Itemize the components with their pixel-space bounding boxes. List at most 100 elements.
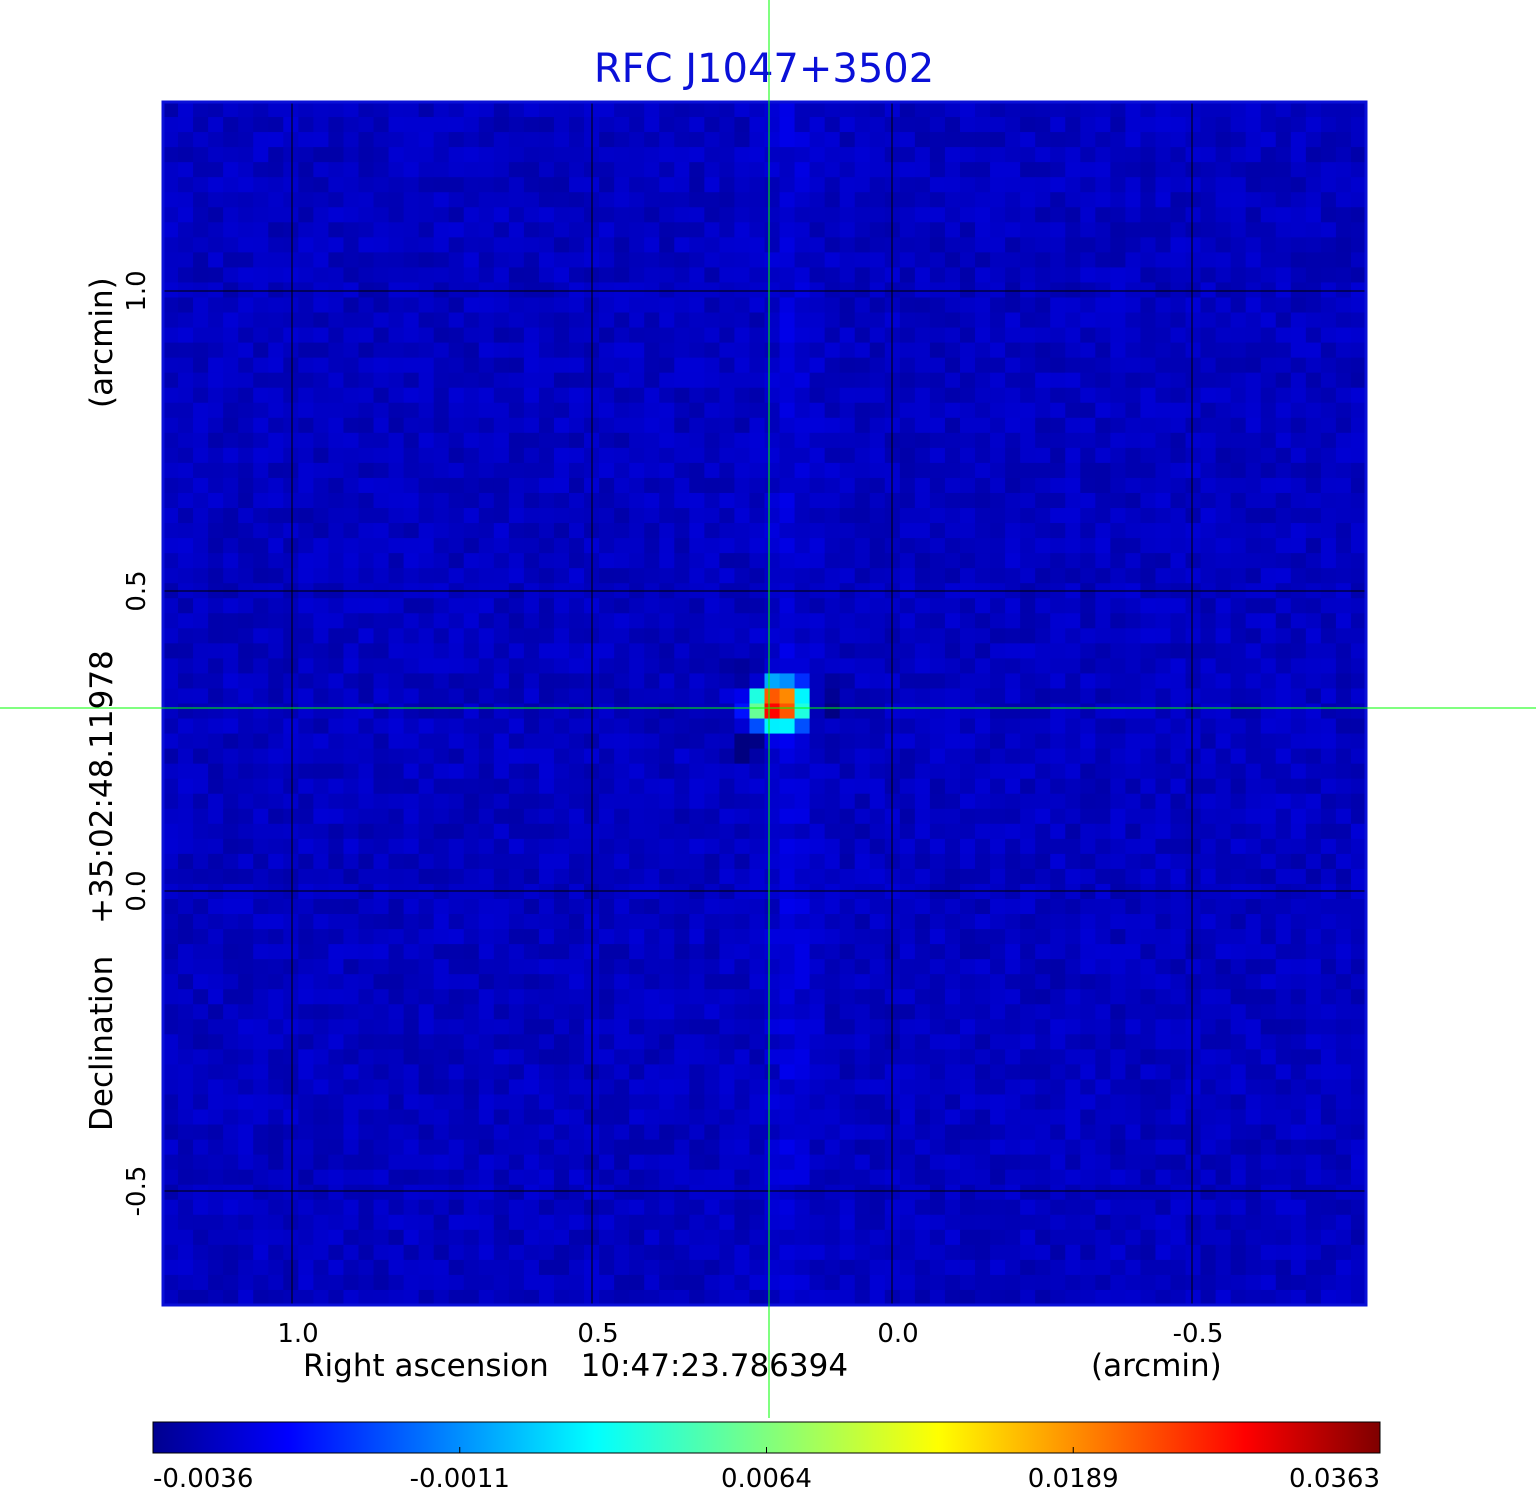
- image-pixel: [1215, 553, 1232, 569]
- image-pixel: [208, 252, 224, 269]
- image-pixel: [478, 718, 495, 735]
- image-pixel: [764, 387, 781, 404]
- image-pixel: [929, 432, 946, 449]
- image-pixel: [1320, 808, 1337, 825]
- image-pixel: [659, 1004, 675, 1020]
- image-pixel: [1110, 523, 1126, 539]
- image-pixel: [223, 1004, 239, 1020]
- image-pixel: [689, 477, 705, 494]
- image-pixel: [328, 1034, 345, 1050]
- image-pixel: [223, 808, 239, 825]
- image-pixel: [463, 372, 480, 389]
- image-pixel: [959, 297, 976, 314]
- image-pixel: [569, 628, 585, 644]
- image-pixel: [343, 177, 360, 193]
- image-pixel: [403, 883, 420, 900]
- image-pixel: [659, 508, 675, 524]
- image-pixel: [163, 462, 179, 479]
- image-pixel: [839, 538, 856, 554]
- image-pixel: [599, 387, 615, 404]
- image-pixel: [1005, 778, 1021, 795]
- image-pixel: [538, 718, 555, 735]
- image-pixel: [704, 959, 720, 975]
- image-pixel: [899, 868, 916, 885]
- image-pixel: [1095, 613, 1111, 629]
- image-pixel: [1020, 763, 1036, 780]
- image-pixel: [1350, 553, 1366, 569]
- image-pixel: [1080, 462, 1096, 479]
- image-pixel: [719, 432, 736, 449]
- image-pixel: [1275, 387, 1292, 404]
- image-pixel: [478, 628, 495, 644]
- image-pixel: [959, 733, 976, 750]
- image-pixel: [839, 898, 856, 915]
- image-pixel: [1200, 778, 1217, 795]
- image-pixel: [1320, 944, 1337, 960]
- image-pixel: [899, 432, 916, 449]
- image-pixel: [1005, 222, 1021, 238]
- image-pixel: [193, 733, 209, 750]
- image-pixel: [1080, 944, 1096, 960]
- image-pixel: [959, 613, 976, 629]
- image-pixel: [193, 868, 209, 885]
- image-pixel: [884, 102, 901, 118]
- image-pixel: [448, 808, 465, 825]
- image-pixel: [268, 838, 284, 855]
- image-pixel: [448, 177, 465, 193]
- image-pixel: [719, 192, 736, 208]
- image-pixel: [1305, 237, 1322, 253]
- image-pixel: [463, 989, 480, 1005]
- image-pixel: [313, 553, 330, 569]
- image-pixel: [403, 207, 420, 223]
- image-pixel: [809, 132, 826, 148]
- image-pixel: [749, 192, 766, 208]
- image-pixel: [914, 523, 931, 539]
- image-pixel: [478, 417, 495, 434]
- image-pixel: [749, 297, 766, 314]
- image-pixel: [1215, 989, 1232, 1005]
- image-pixel: [1065, 763, 1081, 780]
- image-pixel: [975, 477, 991, 494]
- image-pixel: [508, 838, 525, 855]
- image-pixel: [854, 688, 871, 705]
- image-pixel: [1005, 282, 1021, 299]
- image-pixel: [929, 267, 946, 284]
- image-pixel: [794, 763, 811, 780]
- image-pixel: [358, 492, 375, 509]
- image-pixel: [764, 613, 781, 629]
- image-pixel: [779, 643, 796, 659]
- image-pixel: [223, 132, 239, 148]
- image-pixel: [1065, 748, 1081, 765]
- image-pixel: [659, 733, 675, 750]
- image-pixel: [1035, 492, 1051, 509]
- image-pixel: [523, 568, 540, 584]
- image-pixel: [493, 673, 510, 690]
- image-pixel: [629, 402, 645, 419]
- image-pixel: [944, 147, 961, 163]
- image-pixel: [238, 312, 254, 329]
- image-pixel: [1170, 282, 1187, 299]
- image-pixel: [1230, 628, 1247, 644]
- image-pixel: [869, 102, 886, 118]
- image-pixel: [914, 447, 931, 464]
- image-pixel: [839, 207, 856, 223]
- image-pixel: [674, 763, 690, 780]
- image-pixel: [975, 763, 991, 780]
- image-pixel: [975, 372, 991, 389]
- image-pixel: [944, 1019, 961, 1035]
- image-pixel: [298, 974, 314, 990]
- image-pixel: [223, 147, 239, 163]
- image-pixel: [719, 703, 736, 720]
- image-pixel: [208, 898, 224, 915]
- image-pixel: [553, 868, 570, 885]
- image-pixel: [569, 132, 585, 148]
- image-pixel: [1200, 733, 1217, 750]
- image-pixel: [1320, 868, 1337, 885]
- image-pixel: [944, 568, 961, 584]
- image-pixel: [944, 523, 961, 539]
- image-pixel: [298, 763, 314, 780]
- image-pixel: [1005, 898, 1021, 915]
- image-pixel: [599, 538, 615, 554]
- image-pixel: [704, 598, 720, 614]
- image-pixel: [659, 237, 675, 253]
